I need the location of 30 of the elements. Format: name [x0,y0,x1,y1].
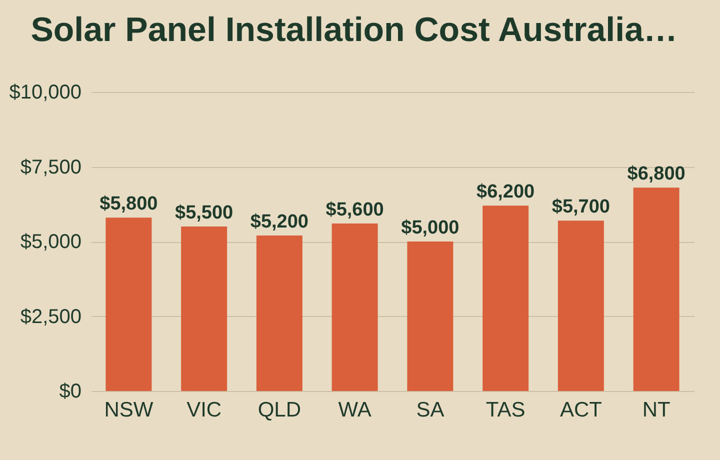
x-tick-label: ACT [560,398,602,422]
bar [633,188,680,391]
bar [407,242,454,391]
y-tick-label: $5,000 [20,231,82,253]
bar [181,226,228,391]
x-tick-label: TAS [486,398,526,422]
data-label: $6,200 [476,182,535,203]
data-label: $5,500 [175,202,234,224]
data-label: $5,800 [100,194,158,215]
y-tick-label: $0 [59,380,82,402]
data-label: $5,200 [250,212,308,233]
data-label: $6,800 [627,164,686,185]
data-label: $5,700 [552,196,610,218]
bar [482,206,529,391]
bar [106,218,152,391]
bar [256,236,302,391]
bar [332,224,378,391]
x-tick-label: WA [338,398,372,422]
y-tick-label: $7,500 [20,156,82,178]
chart-title: Solar Panel Installation Cost Australia… [30,11,678,49]
y-tick-label: $2,500 [20,306,82,328]
y-tick-label: $10,000 [9,82,82,104]
x-tick-label: NT [642,398,670,422]
x-tick-label: VIC [186,398,222,422]
x-tick-label: SA [416,398,444,422]
x-tick-label: QLD [258,398,302,422]
bar [558,220,604,391]
data-label: $5,600 [326,200,384,221]
x-tick-label: NSW [104,398,154,422]
data-label: $5,000 [401,218,460,238]
